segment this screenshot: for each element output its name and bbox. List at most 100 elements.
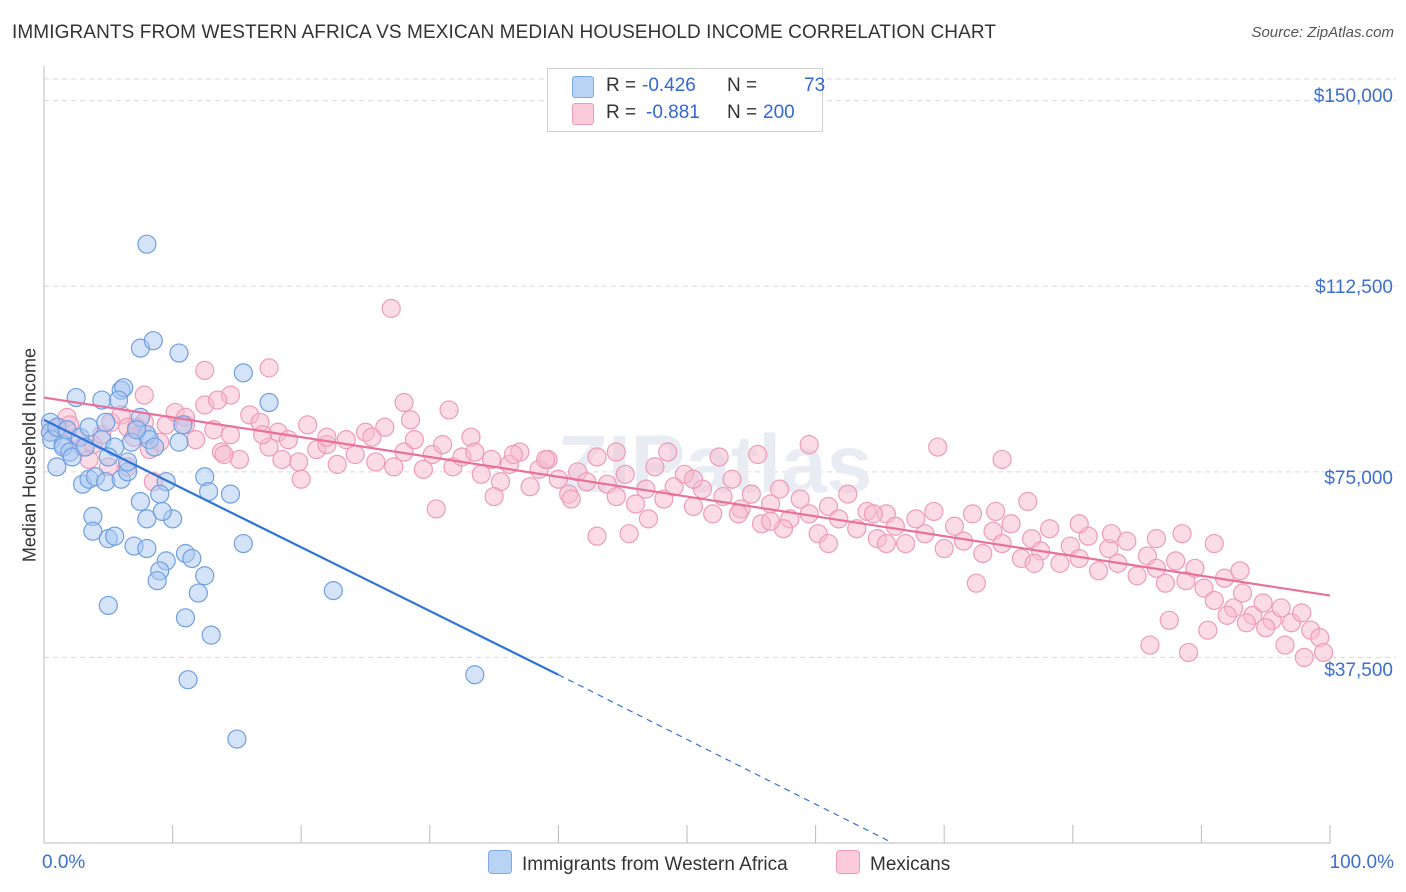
bottom-legend-western-africa: Immigrants from Western Africa [488, 850, 788, 876]
mexicans-point [683, 469, 704, 489]
mexicans-point [1294, 647, 1314, 668]
western-africa-point [105, 526, 125, 546]
mexicans-point [433, 435, 453, 455]
western-africa-point [126, 420, 147, 440]
mexicans-point [838, 484, 858, 504]
western-africa-point [130, 491, 151, 512]
western-africa-trend-extension [558, 674, 894, 844]
western-africa-point [96, 412, 116, 432]
mexicans-point [394, 392, 414, 413]
axes [43, 66, 1331, 844]
mexicans-point [1253, 593, 1273, 613]
correlation-legend: R = -0.426 N = 73 R = -0.881 N = 200 [547, 68, 826, 132]
mexicans-point [722, 469, 742, 489]
mexicans-point [439, 400, 459, 420]
mexicans-point [818, 496, 839, 517]
legend-n-value: 200 [763, 102, 795, 123]
mexicans-point [362, 427, 382, 447]
mexicans-point [1204, 590, 1224, 611]
western-africa-point [137, 538, 157, 559]
mexicans-point [885, 516, 905, 536]
legend-n-value: 73 [804, 75, 826, 96]
western-africa-point [147, 571, 167, 591]
mexicans-point [769, 479, 790, 499]
western-africa-point [150, 484, 170, 504]
mexicans-point [728, 504, 749, 524]
mexicans-point [986, 501, 1006, 522]
legend-r-label: R = [606, 75, 637, 96]
mexicans-point [818, 533, 839, 554]
mexicans-point [291, 469, 311, 489]
mexicans-point [906, 509, 926, 529]
chart-title: IMMIGRANTS FROM WESTERN AFRICA VS MEXICA… [12, 22, 997, 43]
mexicans-point [1313, 642, 1334, 663]
mexicans-point [606, 442, 626, 462]
mexicans-point [625, 494, 646, 514]
western-africa-point [465, 665, 485, 685]
mexicans-point [214, 444, 234, 465]
mexicans-point [741, 484, 761, 504]
legend-n-label: N = [727, 75, 758, 96]
mexicans-point [1127, 566, 1147, 586]
mexicans-point [1155, 573, 1175, 593]
mexicans-point [366, 452, 386, 472]
western-africa-point [195, 566, 215, 586]
mexicans-point [535, 449, 556, 470]
western-africa-point [259, 392, 279, 413]
mexicans-point [1166, 551, 1186, 571]
western-africa-point [137, 509, 157, 529]
mexicans-point [503, 444, 523, 465]
y-tick-label: $37,500 [1324, 660, 1393, 681]
mexicans-point [1178, 642, 1199, 663]
mexicans-point [876, 533, 896, 554]
y-tick-label: $150,000 [1313, 86, 1393, 107]
western-africa-point [98, 595, 118, 616]
legend-r-value: -0.881 [646, 102, 700, 123]
mexicans-point [327, 454, 347, 474]
mexicans-point [253, 425, 273, 445]
western-africa-point [175, 608, 196, 628]
mexicans-point [1271, 598, 1291, 618]
western-africa-point [47, 457, 67, 477]
western-africa-point [169, 343, 189, 363]
mexicans-point [400, 410, 421, 430]
mexicans-point [1001, 514, 1021, 534]
mexicans-point [208, 390, 228, 410]
mexicans-point [992, 449, 1012, 470]
western-africa-point [233, 533, 253, 554]
mexicans-point [1232, 583, 1253, 603]
source-label: Source: ZipAtlas.com [1251, 24, 1394, 41]
legend-n-label: N = [727, 102, 758, 123]
mexicans-point [619, 524, 639, 544]
mexicans-point [1101, 524, 1121, 544]
mexicans-point [896, 533, 916, 554]
mexicans-point [259, 358, 279, 378]
mexicans-point [289, 452, 309, 472]
mexicans-point [928, 437, 948, 457]
mexicans-point [924, 501, 944, 522]
x-tick-label-left: 0.0% [42, 852, 86, 873]
mexicans-point [1159, 610, 1179, 630]
mexicans-point [298, 415, 318, 435]
western-africa-point [62, 447, 82, 467]
x-tick-label-right: 100.0% [1329, 852, 1394, 873]
mexicans-point [973, 543, 993, 564]
mexicans-point [384, 457, 404, 477]
western-africa-points [40, 234, 485, 749]
western-africa-point [108, 390, 129, 410]
western-africa-point [152, 501, 172, 522]
mexicans-point [484, 486, 504, 507]
mexicans-point [1204, 533, 1224, 554]
mexicans-point [1172, 524, 1192, 544]
mexicans-point [1194, 578, 1214, 598]
mexicans-point [1140, 635, 1160, 655]
mexicans-point [1040, 519, 1060, 539]
mexicans-point [799, 435, 819, 455]
mexicans-point [1088, 561, 1109, 581]
mexicans-point [966, 573, 986, 593]
western-africa-point [137, 234, 157, 254]
mexicans-point [413, 459, 433, 479]
mexicans-point [317, 427, 337, 447]
mexicans-point [1018, 491, 1038, 512]
bottom-legend-label: Immigrants from Western Africa [522, 854, 788, 875]
